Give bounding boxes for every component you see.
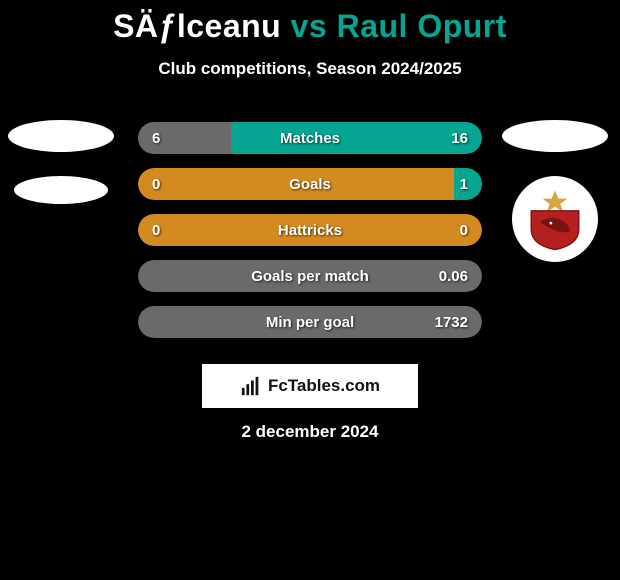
bar-chart-icon bbox=[240, 375, 262, 397]
brand-box: FcTables.com bbox=[202, 364, 418, 408]
date-text: 2 december 2024 bbox=[0, 422, 620, 442]
stat-row: 0Goals1 bbox=[138, 168, 482, 200]
stats-container: 6Matches160Goals10Hattricks0Goals per ma… bbox=[138, 122, 482, 352]
dinamo-crest-icon bbox=[521, 185, 589, 253]
stat-label: Goals per match bbox=[212, 268, 408, 285]
stat-right-value: 1 bbox=[408, 176, 468, 193]
vs-text: vs bbox=[291, 8, 328, 44]
stat-label: Goals bbox=[212, 176, 408, 193]
right-placeholder-group bbox=[502, 120, 608, 262]
stat-label: Min per goal bbox=[212, 314, 408, 331]
stat-left-value: 0 bbox=[152, 222, 212, 239]
stat-row: Min per goal1732 bbox=[138, 306, 482, 338]
stat-left-value: 0 bbox=[152, 176, 212, 193]
stat-left-value: 6 bbox=[152, 130, 212, 147]
stat-right-value: 1732 bbox=[408, 314, 468, 331]
placeholder-ellipse bbox=[14, 176, 108, 204]
placeholder-ellipse bbox=[8, 120, 114, 152]
player1-name: SÄƒlceanu bbox=[113, 8, 281, 44]
stat-right-value: 0.06 bbox=[408, 268, 468, 285]
stat-label: Matches bbox=[212, 130, 408, 147]
stat-right-value: 16 bbox=[408, 130, 468, 147]
stat-right-value: 0 bbox=[408, 222, 468, 239]
stat-label: Hattricks bbox=[212, 222, 408, 239]
brand-text: FcTables.com bbox=[268, 376, 380, 396]
subtitle-text: Club competitions, Season 2024/2025 bbox=[0, 59, 620, 79]
stat-row: Goals per match0.06 bbox=[138, 260, 482, 292]
comparison-title: SÄƒlceanu vs Raul Opurt bbox=[0, 0, 620, 45]
stat-row: 0Hattricks0 bbox=[138, 214, 482, 246]
stat-row: 6Matches16 bbox=[138, 122, 482, 154]
club-logo bbox=[512, 176, 598, 262]
left-placeholder-group bbox=[8, 120, 114, 204]
player2-name: Raul Opurt bbox=[337, 8, 507, 44]
placeholder-ellipse bbox=[502, 120, 608, 152]
